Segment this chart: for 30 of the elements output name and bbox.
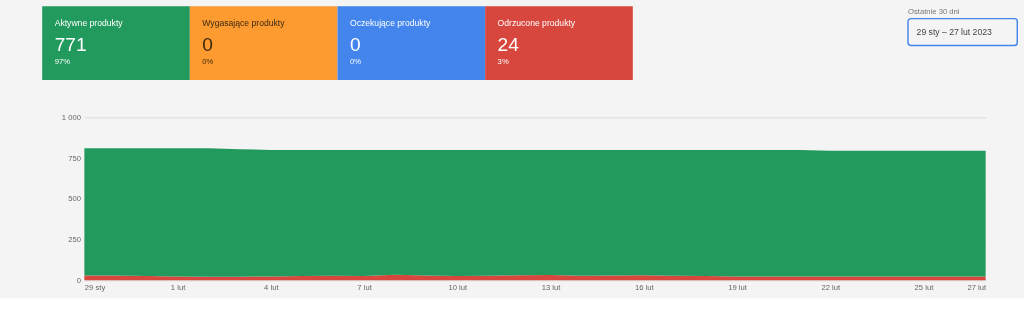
x-tick-label: 25 lut	[914, 283, 935, 293]
y-tick-label: 1 000	[61, 112, 82, 122]
text: 3%	[497, 56, 509, 66]
x-tick-label: 27 lut	[967, 283, 987, 293]
category-label: Wygasające produkty	[202, 18, 286, 29]
x-tick-label: 16 lut	[634, 283, 655, 293]
y-tick-label: 0	[76, 275, 82, 285]
data-label: 24	[497, 34, 520, 56]
x-tick-label: 29 sty	[84, 283, 106, 293]
data-label: 771	[54, 34, 87, 56]
text: 29 sty – 27 lut 2023	[916, 26, 992, 37]
x-tick-label: 19 lut	[728, 283, 748, 293]
text: 0%	[349, 56, 362, 66]
data-label: 0	[349, 34, 361, 56]
y-tick-label: 500	[68, 194, 82, 204]
text: Ostatnie 30 dni	[907, 6, 960, 16]
x-tick-label: 13 lut	[541, 283, 562, 293]
y-tick-label: 750	[68, 153, 82, 163]
x-tick-label: 4 lut	[264, 283, 280, 293]
x-tick-label: 1 lut	[170, 283, 187, 293]
text: 97%	[54, 56, 71, 66]
y-tick-label: 250	[68, 235, 82, 244]
x-tick-label: 7 lut	[357, 283, 373, 293]
category-label: Oczekujące produkty	[349, 18, 432, 29]
text: 0%	[202, 56, 214, 66]
x-tick-label: 10 lut	[448, 283, 469, 293]
data-label: 0	[202, 34, 213, 56]
category-label: Aktywne produkty	[54, 18, 124, 29]
category-label: Odrzucone produkty	[497, 18, 576, 29]
x-tick-label: 22 lut	[821, 283, 841, 293]
